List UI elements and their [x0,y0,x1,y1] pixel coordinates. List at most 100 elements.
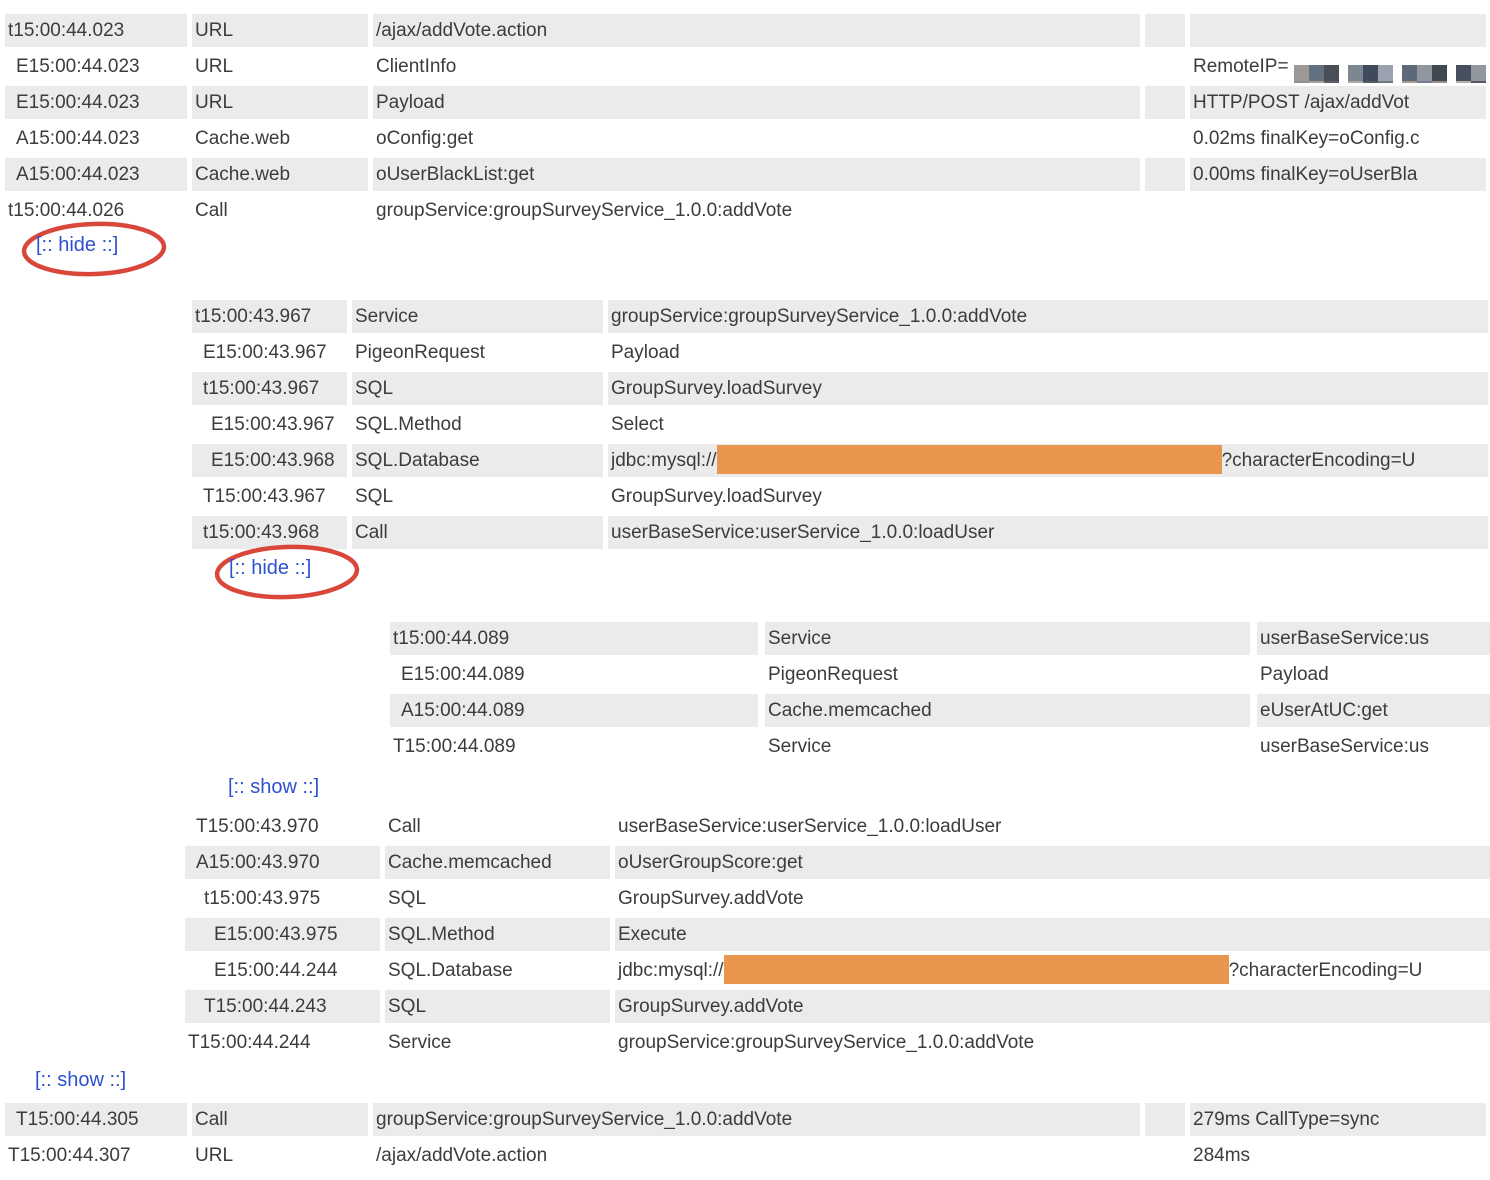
hide-link[interactable]: [:: hide ::] [36,234,119,256]
type-cell: Call [388,816,421,837]
spacer-cell [1145,50,1185,83]
type-cell: SQL [388,888,427,909]
detail-cell: oConfig:get [376,128,474,149]
trace-row: t15:00:43.967 Service groupService:group… [192,300,1488,333]
trace-row: t15:00:43.968 Call userBaseService:userS… [192,516,1488,549]
spacer-cell [1145,158,1185,191]
timestamp-cell: t15:00:43.968 [192,516,347,549]
spacer-cell [1145,14,1185,47]
spacer-cell [1145,194,1185,227]
type-cell: SQL [352,372,603,405]
timestamp-cell: t15:00:44.026 [8,200,125,221]
detail-cell: GroupSurvey.loadSurvey [608,372,1488,405]
type-cell: Service [388,1032,452,1053]
timestamp-cell: T15:00:44.244 [188,1032,311,1053]
redaction-block [716,445,1222,474]
type-cell: Service [765,622,1250,655]
redaction-block [723,955,1229,984]
detail-cell: userBaseService:us [1260,736,1429,757]
detail-cell: groupService:groupSurveyService_1.0.0:ad… [373,1103,1140,1136]
detail-cell: ClientInfo [376,56,457,77]
show-link[interactable]: [:: show ::] [35,1069,127,1091]
trace-row: T15:00:44.243 SQL GroupSurvey.addVote [185,990,1490,1023]
trace-row: E15:00:44.023 URL Payload HTTP/POST /aja… [5,86,1486,119]
trace-row: t15:00:44.023 URL /ajax/addVote.action [5,14,1486,47]
value-cell: 284ms [1193,1145,1251,1166]
mosaic-cluster [1293,65,1339,83]
trace-row: T15:00:44.089 Service userBaseService:us [390,730,1490,763]
jdbc-url-suffix: ?characterEncoding=U [1221,450,1416,471]
trace-row: T15:00:44.244 Service groupService:group… [185,1026,1490,1059]
trace-row: E15:00:43.975 SQL.Method Execute [185,918,1490,951]
detail-cell: Payload [373,86,1140,119]
detail-cell: groupService:groupSurveyService_1.0.0:ad… [618,1032,1035,1053]
trace-row: t15:00:43.975 SQL GroupSurvey.addVote [185,882,1490,915]
timestamp-cell: E15:00:44.244 [214,960,338,981]
trace-table-call-close: T15:00:43.970 Call userBaseService:userS… [185,810,1490,1062]
trace-row: A15:00:44.023 Cache.web oConfig:get 0.02… [5,122,1486,155]
collapse-toggle-inner: [:: hide ::] [213,544,363,600]
timestamp-cell: t15:00:43.967 [192,372,347,405]
detail-cell: /ajax/addVote.action [373,14,1140,47]
type-cell: SQL [355,486,394,507]
trace-table-root-bottom: T15:00:44.305 Call groupService:groupSur… [5,1103,1486,1175]
trace-row: A15:00:44.089 Cache.memcached eUserAtUC:… [390,694,1490,727]
timestamp-cell: T15:00:44.305 [5,1103,187,1136]
type-cell: SQL.Database [388,960,513,981]
type-cell: SQL.Method [355,414,462,435]
trace-table-user-service: t15:00:44.089 Service userBaseService:us… [390,622,1490,766]
detail-cell: groupService:groupSurveyService_1.0.0:ad… [376,200,793,221]
jdbc-url-suffix: ?characterEncoding=U [1228,960,1423,981]
trace-table-call-open: t15:00:43.967 Service groupService:group… [192,300,1488,552]
type-cell: URL [192,86,368,119]
remote-ip-label: RemoteIP= [1193,56,1289,77]
type-cell: Call [192,1103,368,1136]
mosaic-cluster [1401,65,1447,83]
value-cell [1190,14,1486,47]
detail-cell: GroupSurvey.loadSurvey [611,486,822,507]
expand-toggle-inner: [:: show ::] [212,763,362,817]
type-cell: SQL.Method [385,918,610,951]
mosaic-cluster [1347,65,1393,83]
mosaic-cluster [1455,65,1486,83]
value-cell: HTTP/POST /ajax/addVot [1190,86,1486,119]
type-cell: PigeonRequest [355,342,485,363]
type-cell: Call [352,516,603,549]
spacer-cell [1145,1103,1185,1136]
detail-cell: userBaseService:userService_1.0.0:loadUs… [608,516,1488,549]
trace-row: t15:00:44.089 Service userBaseService:us [390,622,1490,655]
trace-table-root-top: t15:00:44.023 URL /ajax/addVote.action E… [5,14,1486,230]
timestamp-cell: T15:00:43.970 [196,816,319,837]
trace-row: A15:00:44.023 Cache.web oUserBlackList:g… [5,158,1486,191]
show-link[interactable]: [:: show ::] [228,776,320,798]
detail-cell: groupService:groupSurveyService_1.0.0:ad… [608,300,1488,333]
value-cell [1190,194,1486,227]
detail-cell: userBaseService:us [1257,622,1490,655]
timestamp-cell: t15:00:44.023 [5,14,187,47]
detail-cell: userBaseService:userService_1.0.0:loadUs… [618,816,1002,837]
detail-cell: jdbc:mysql:// ?characterEncoding=U [615,954,1490,987]
trace-row: t15:00:44.026 Call groupService:groupSur… [5,194,1486,227]
type-cell: Cache.memcached [765,694,1250,727]
type-cell: PigeonRequest [768,664,898,685]
timestamp-cell: T15:00:44.243 [185,990,380,1023]
type-cell: SQL [385,990,610,1023]
value-cell: 0.00ms finalKey=oUserBla [1190,158,1486,191]
value-cell: RemoteIP= [1190,50,1486,83]
type-cell: URL [192,14,368,47]
timestamp-cell: t15:00:44.089 [390,622,758,655]
hide-link[interactable]: [:: hide ::] [229,557,312,579]
jdbc-url-prefix: jdbc:mysql:// [611,450,717,471]
detail-cell: /ajax/addVote.action [376,1145,548,1166]
trace-row: T15:00:43.970 Call userBaseService:userS… [185,810,1490,843]
type-cell: Cache.memcached [385,846,610,879]
detail-cell: Payload [1260,664,1329,685]
timestamp-cell: A15:00:43.970 [185,846,380,879]
spacer-cell [1145,1139,1185,1172]
timestamp-cell: E15:00:44.023 [5,86,187,119]
type-cell: SQL.Database [352,444,603,477]
trace-row: E15:00:43.967 SQL.Method Select [192,408,1488,441]
spacer-cell [1145,122,1185,155]
trace-row: A15:00:43.970 Cache.memcached oUserGroup… [185,846,1490,879]
detail-cell: Execute [615,918,1490,951]
